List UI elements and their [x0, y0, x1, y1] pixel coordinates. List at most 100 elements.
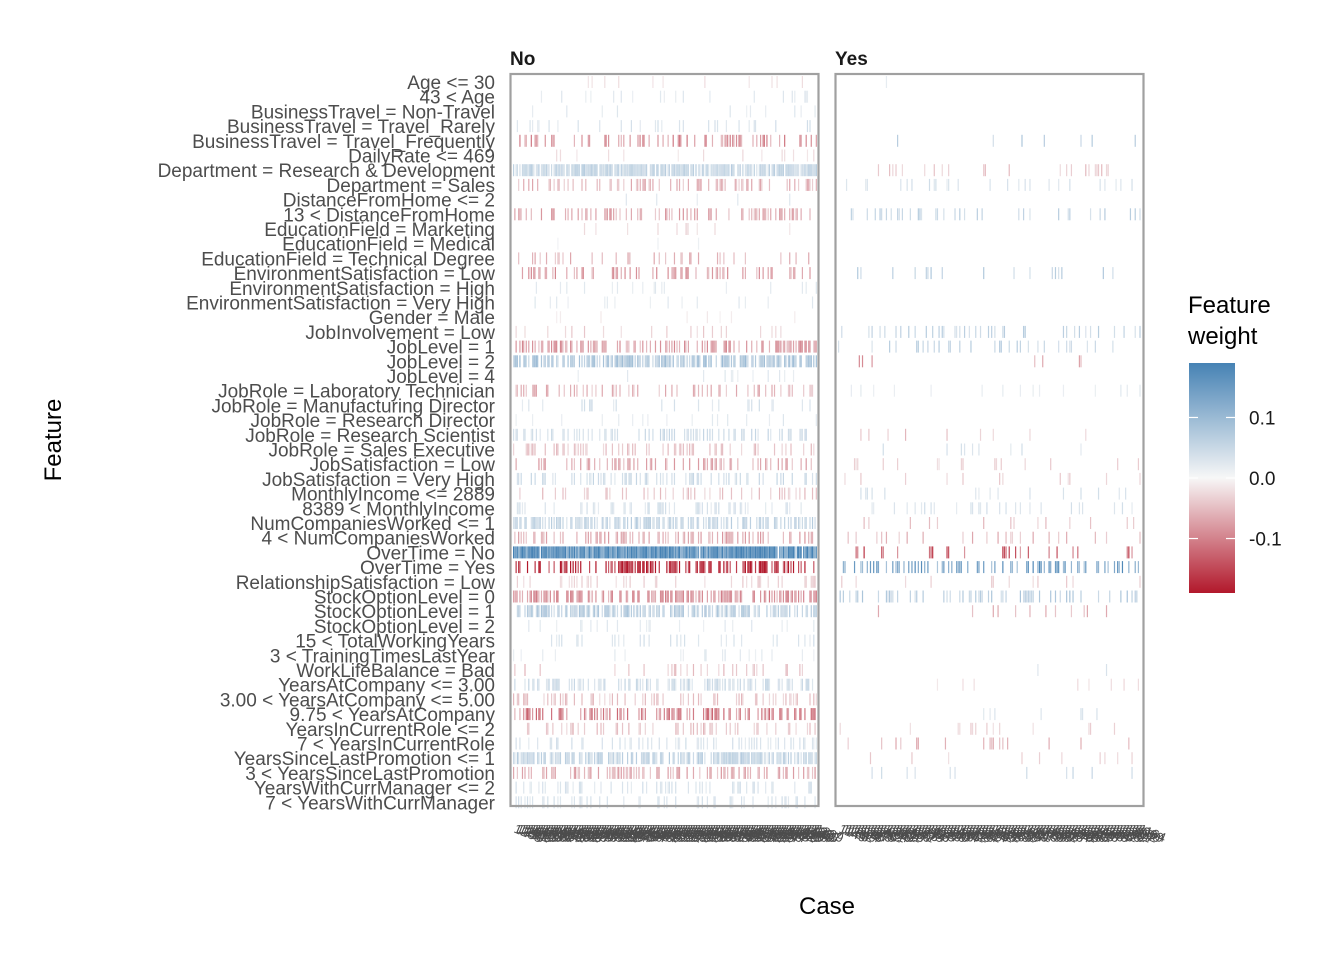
heatmap-tile: [708, 355, 710, 368]
heatmap-tile: [782, 472, 784, 485]
heatmap-tile: [678, 766, 681, 779]
heatmap-tile: [624, 605, 626, 618]
heatmap-tile: [663, 164, 665, 177]
heatmap-tile: [794, 105, 796, 118]
heatmap-tile: [735, 384, 738, 397]
heatmap-tile: [815, 693, 817, 706]
heatmap-tile: [1010, 561, 1012, 574]
heatmap-tile: [754, 120, 757, 133]
heatmap-tile: [733, 355, 735, 368]
heatmap-tile: [582, 737, 584, 750]
heatmap-tile: [801, 428, 803, 441]
heatmap-tile: [583, 766, 586, 779]
heatmap-tile: [866, 561, 868, 574]
heatmap-tile: [804, 340, 806, 353]
heatmap-tile: [601, 384, 603, 397]
heatmap-tile: [553, 605, 555, 618]
heatmap-tile: [800, 208, 802, 221]
heatmap-tile: [991, 737, 993, 750]
heatmap-tile: [623, 178, 625, 191]
heatmap-tile: [663, 708, 665, 721]
heatmap-tile: [938, 340, 940, 353]
heatmap-tile: [697, 178, 700, 191]
heatmap-tile: [592, 502, 594, 515]
heatmap-tile: [637, 164, 639, 177]
heatmap-tile: [673, 664, 676, 676]
heatmap-tile: [839, 722, 841, 735]
heatmap-tile: [946, 546, 948, 559]
heatmap-tile: [775, 561, 777, 574]
heatmap-tile: [532, 178, 534, 191]
heatmap-tile: [746, 752, 748, 765]
heatmap-tile: [800, 458, 802, 471]
heatmap-tile: [566, 752, 568, 765]
heatmap-tile: [844, 561, 846, 574]
heatmap-tile: [877, 590, 880, 603]
heatmap-tile: [685, 340, 687, 353]
heatmap-tile: [1054, 605, 1057, 618]
heatmap-tile: [668, 561, 670, 574]
heatmap-tile: [810, 708, 812, 721]
heatmap-tile: [790, 517, 792, 529]
heatmap-tile: [792, 164, 795, 177]
heatmap-tile: [1072, 590, 1074, 603]
heatmap-tile: [634, 340, 636, 353]
heatmap-tile: [744, 355, 746, 368]
heatmap-tile: [724, 649, 726, 662]
heatmap-tile: [516, 384, 518, 397]
heatmap-tile: [601, 752, 603, 765]
heatmap-tile: [710, 546, 712, 559]
heatmap-tile: [513, 164, 515, 177]
heatmap-tile: [576, 384, 578, 397]
heatmap-tile: [758, 178, 760, 191]
heatmap-tile: [530, 590, 532, 603]
heatmap-tile: [697, 237, 700, 250]
heatmap-tile: [767, 575, 769, 588]
heatmap-tile: [770, 355, 772, 368]
heatmap-tile: [629, 355, 631, 368]
heatmap-tile: [781, 678, 783, 691]
heatmap-tile: [637, 561, 639, 574]
heatmap-tile: [534, 134, 536, 147]
heatmap-tile: [790, 340, 792, 353]
heatmap-tile: [691, 678, 693, 691]
heatmap-tile: [751, 619, 753, 632]
heatmap-tile: [994, 708, 996, 721]
heatmap-tile: [787, 164, 790, 177]
feature-label: JobInvolvement = Low: [305, 323, 495, 344]
heatmap-tile: [675, 267, 677, 280]
heatmap-tile: [653, 164, 655, 177]
heatmap-tile: [691, 546, 693, 559]
heatmap-tile: [971, 722, 974, 735]
heatmap-tile: [594, 678, 596, 691]
heatmap-tile: [810, 575, 812, 588]
heatmap-tile: [597, 546, 600, 559]
heatmap-tile: [722, 546, 724, 559]
heatmap-tile: [589, 134, 591, 147]
heatmap-tile: [543, 531, 545, 544]
heatmap-tile: [642, 781, 644, 794]
heatmap-tile: [651, 693, 653, 706]
heatmap-tile: [616, 722, 619, 735]
heatmap-tile: [543, 590, 545, 603]
heatmap-tile: [568, 575, 570, 588]
heatmap-tile: [562, 708, 564, 721]
heatmap-tile: [906, 766, 908, 779]
feature-label: NumCompaniesWorked <= 1: [250, 514, 495, 535]
heatmap-tile: [689, 458, 691, 471]
heatmap-tile: [625, 208, 627, 221]
heatmap-tile: [808, 340, 810, 353]
heatmap-tile: [572, 178, 574, 191]
heatmap-tile: [706, 428, 708, 441]
heatmap-tile: [545, 605, 548, 618]
heatmap-tile: [803, 590, 805, 603]
heatmap-tile: [801, 605, 803, 618]
heatmap-tile: [524, 546, 526, 559]
heatmap-tile: [928, 546, 931, 559]
heatmap-tile: [689, 252, 691, 265]
heatmap-tile: [649, 561, 651, 574]
heatmap-tile: [665, 384, 667, 397]
heatmap-tile: [529, 120, 531, 133]
heatmap-tile: [600, 678, 602, 691]
heatmap-tile: [651, 458, 653, 471]
